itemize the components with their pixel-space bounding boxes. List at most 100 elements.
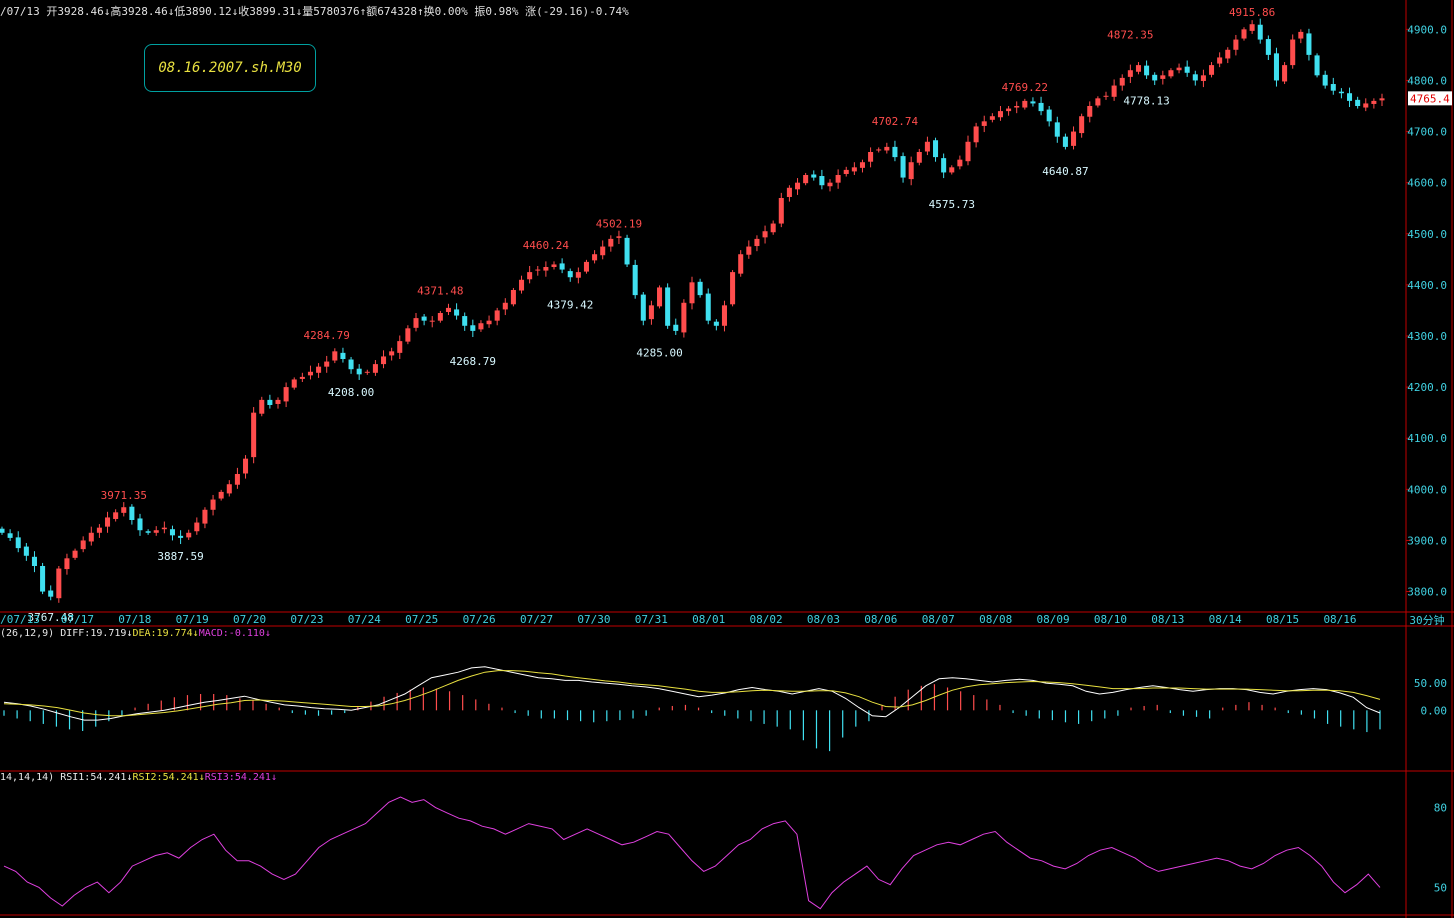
candle-body (827, 182, 833, 187)
candle-body (307, 371, 313, 376)
candle-body (161, 527, 167, 530)
candle-body (1330, 84, 1336, 91)
candle-body (924, 141, 930, 152)
high-price-label: 4371.48 (417, 284, 463, 297)
candle-body (1119, 77, 1125, 86)
x-tick-label: 08/08 (979, 613, 1012, 626)
x-tick-label: 08/06 (864, 613, 897, 626)
macd-y-label: 0.00 (1421, 704, 1448, 717)
candle-body (121, 507, 127, 513)
macd-params: (26,12,9) (0, 628, 55, 639)
high-price-label: 3971.35 (101, 489, 147, 502)
candle-body (210, 499, 216, 510)
candle-body (494, 310, 500, 321)
x-tick-label: 07/27 (520, 613, 553, 626)
candle-body (973, 126, 979, 143)
high-price-label: 4872.35 (1107, 28, 1153, 41)
candle-body (1347, 93, 1353, 101)
candle-body (916, 152, 922, 163)
rsi1-readout: RSI1:54.241↓ (60, 772, 133, 783)
candle-body (1225, 49, 1231, 59)
candle-body (1322, 74, 1328, 86)
candle-body (153, 530, 159, 533)
candle-body (291, 379, 297, 388)
x-tick-label: /07/13 (0, 613, 40, 626)
candle-body (202, 509, 208, 524)
candle-body (470, 325, 476, 331)
candle-body (1046, 109, 1052, 122)
candle-body (608, 238, 614, 247)
candle-body (113, 512, 119, 519)
candle-body (559, 263, 565, 270)
y-tick-label: 4100.0 (1407, 432, 1447, 445)
candle-body (1054, 122, 1060, 137)
rsi2-readout: RSI2:54.241↓ (132, 772, 205, 783)
candle-body (527, 272, 533, 280)
low-price-label: 4778.13 (1123, 95, 1169, 108)
current-price-label: 4765.4 (1410, 92, 1450, 105)
candle-body (405, 328, 411, 342)
candle-body (48, 590, 54, 597)
candle-body (575, 272, 581, 278)
candle-body (1379, 98, 1385, 101)
candle-body (721, 305, 727, 326)
candle-body (543, 267, 549, 271)
candle-body (234, 474, 240, 485)
y-tick-label: 4200.0 (1407, 381, 1447, 394)
candle-body (551, 264, 557, 267)
candle-body (770, 223, 776, 233)
candle-body (965, 141, 971, 162)
candle-body (397, 341, 403, 353)
rsi-params: 14,14,14) (0, 772, 55, 783)
candle-body (462, 316, 468, 326)
candle-body (1111, 85, 1117, 97)
candle-body (941, 158, 947, 173)
x-tick-label: 08/14 (1209, 613, 1242, 626)
x-tick-label: 08/10 (1094, 613, 1127, 626)
candle-body (1087, 106, 1093, 117)
candle-body (876, 149, 882, 151)
candle-body (665, 287, 671, 326)
rsi-y-label: 50 (1434, 881, 1447, 894)
candle-body (730, 272, 736, 305)
candle-body (997, 111, 1003, 118)
candle-body (632, 264, 638, 296)
x-tick-label: 08/15 (1266, 613, 1299, 626)
macd-title: (26,12,9) DIFF:19.719↓DEA:19.774↓MACD:-0… (0, 628, 271, 639)
x-tick-label: 08/09 (1036, 613, 1069, 626)
candle-body (1030, 101, 1036, 104)
candle-body (803, 175, 809, 184)
y-tick-label: 4000.0 (1407, 483, 1447, 496)
candle-body (226, 484, 232, 494)
candle-body (851, 167, 857, 172)
diff-line (3, 666, 1381, 721)
candle-body (0, 528, 5, 533)
high-price-label: 4769.22 (1002, 81, 1048, 94)
low-price-label: 4208.00 (328, 386, 374, 399)
period-label: 30分钟 (1409, 613, 1444, 627)
x-tick-label: 07/24 (348, 613, 381, 626)
macd-y-label: 50.00 (1414, 677, 1447, 690)
y-tick-label: 4600.0 (1407, 177, 1447, 190)
low-price-label: 4575.73 (929, 198, 975, 211)
candle-body (1290, 39, 1296, 66)
low-price-label: 4285.00 (636, 347, 682, 360)
candle-body (178, 535, 184, 538)
low-price-label: 4268.79 (450, 355, 496, 368)
candle-body (738, 254, 744, 274)
high-price-label: 4915.86 (1229, 6, 1275, 19)
candle-body (535, 269, 541, 271)
candle-body (1298, 31, 1304, 39)
candle-body (1233, 39, 1239, 50)
candle-body (884, 146, 890, 151)
candle-body (1014, 106, 1020, 108)
candle-body (389, 351, 395, 356)
candle-body (1273, 53, 1279, 81)
candle-body (324, 361, 330, 367)
y-tick-label: 4800.0 (1407, 74, 1447, 87)
high-price-label: 4502.19 (596, 218, 642, 231)
x-tick-label: 07/17 (61, 613, 94, 626)
low-price-label: 3767.48 (28, 611, 74, 624)
candle-body (259, 399, 265, 414)
